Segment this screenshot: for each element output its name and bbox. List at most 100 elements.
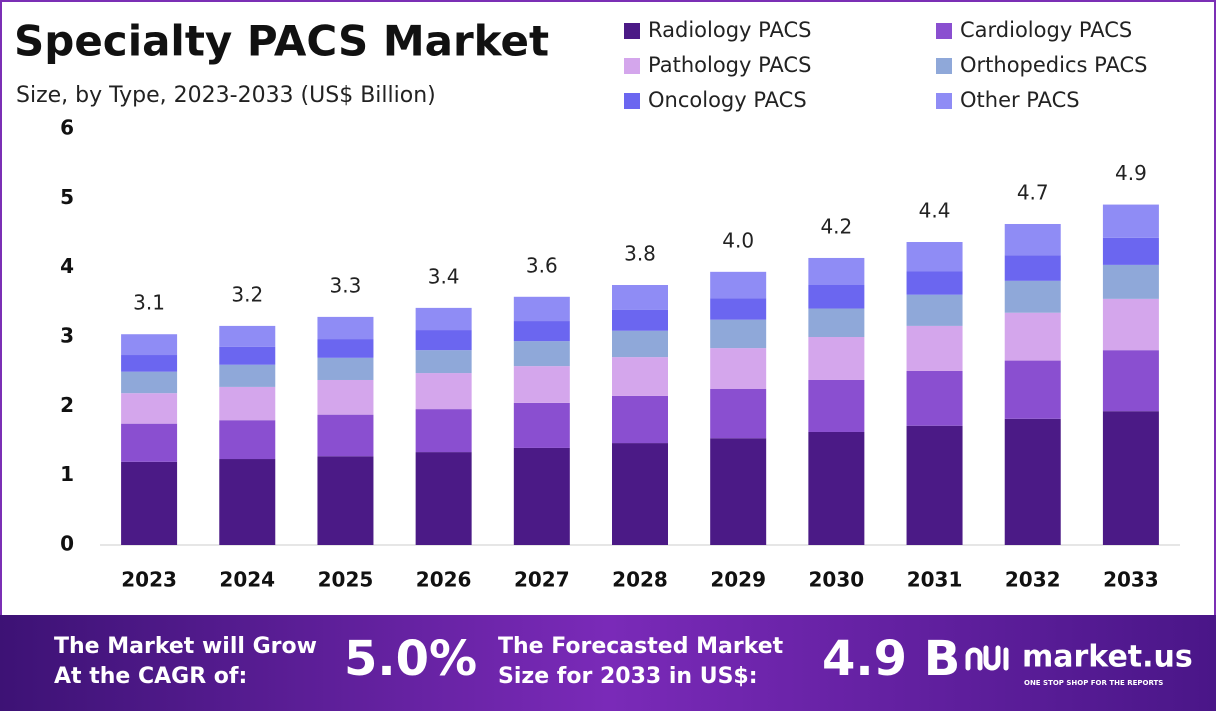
total-label: 3.3 xyxy=(330,273,362,297)
bar-segment xyxy=(415,452,472,545)
bar-segment xyxy=(415,373,472,410)
y-tick-label: 6 xyxy=(60,116,74,140)
bar-segment xyxy=(219,364,276,387)
total-label: 4.4 xyxy=(919,199,951,223)
logo-icon xyxy=(965,645,1009,671)
total-label: 3.8 xyxy=(624,242,656,266)
bar-segment xyxy=(415,330,472,351)
bar-segment xyxy=(906,271,963,295)
total-label: 3.2 xyxy=(231,282,263,306)
bar-segment xyxy=(710,389,767,439)
banner-text: At the CAGR of: xyxy=(54,664,247,689)
bar-segment xyxy=(710,438,767,545)
logo-icon xyxy=(965,647,983,671)
bar-segment xyxy=(808,337,865,380)
x-tick-label: 2024 xyxy=(219,568,275,592)
x-tick-label: 2033 xyxy=(1103,568,1159,592)
bar-segment xyxy=(121,423,178,462)
bar-segment xyxy=(612,395,668,444)
bar-segment xyxy=(317,414,374,457)
bar-segment xyxy=(219,325,276,347)
banner xyxy=(0,615,1216,711)
bar-segment xyxy=(906,325,963,371)
bar-segment xyxy=(513,402,570,448)
x-tick-label: 2023 xyxy=(121,568,177,592)
banner-text: The Market will Grow At the CAGR of: 5.0… xyxy=(54,631,1193,689)
legend-swatch xyxy=(936,23,952,39)
x-tick-label: 2032 xyxy=(1005,568,1061,592)
bar-segment xyxy=(1004,280,1061,313)
legend-swatch xyxy=(624,23,640,39)
bar-segment xyxy=(513,447,570,545)
x-tick-label: 2025 xyxy=(318,568,374,592)
total-label: 4.2 xyxy=(820,214,852,238)
banner-value: 4.9 B xyxy=(822,631,960,687)
bar-segment xyxy=(219,420,276,460)
x-tick-label: 2030 xyxy=(809,568,865,592)
legend-label: Radiology PACS xyxy=(648,18,811,42)
legend-swatch xyxy=(624,58,640,74)
total-label: 4.0 xyxy=(722,228,754,252)
bar-segment xyxy=(513,321,570,342)
y-tick-label: 5 xyxy=(60,185,74,209)
bar-segment xyxy=(906,370,963,426)
total-label: 4.7 xyxy=(1017,180,1049,204)
bar-segment xyxy=(513,341,570,367)
bar-segment xyxy=(415,409,472,453)
bar-segment xyxy=(219,459,276,545)
y-tick-label: 1 xyxy=(60,462,74,486)
bar-segment xyxy=(1004,255,1061,281)
logo-text: market.us xyxy=(1022,640,1193,675)
legend-label: Orthopedics PACS xyxy=(960,53,1147,77)
bar-segment xyxy=(1004,360,1061,419)
bar-segment xyxy=(612,443,668,545)
bar-segment xyxy=(317,456,374,545)
bar-segment xyxy=(317,357,374,380)
x-tick-label: 2028 xyxy=(612,568,668,592)
x-tick-label: 2031 xyxy=(907,568,963,592)
bar-segment xyxy=(1102,350,1159,412)
bar-segment xyxy=(317,379,374,415)
total-label: 3.1 xyxy=(133,291,165,315)
legend-swatch xyxy=(936,58,952,74)
x-tick-label: 2027 xyxy=(514,568,570,592)
bar-segment xyxy=(710,348,767,389)
bar-segment xyxy=(710,271,767,299)
bar-segment xyxy=(1102,411,1159,545)
bar-segment xyxy=(906,294,963,326)
bar-segment xyxy=(219,386,276,421)
bar-segment xyxy=(808,431,865,545)
bar-segment xyxy=(1102,298,1159,351)
bar-segment xyxy=(612,285,668,310)
bar-segment xyxy=(1102,204,1159,238)
legend-label: Cardiology PACS xyxy=(960,18,1132,42)
bar-segment xyxy=(513,366,570,403)
bar-segment xyxy=(906,425,963,545)
chart-title: Specialty PACS Market xyxy=(14,17,549,66)
bar-segment xyxy=(612,330,668,358)
chart-subtitle: Size, by Type, 2023-2033 (US$ Billion) xyxy=(16,83,436,108)
bar-segment xyxy=(121,393,178,424)
bar-segment xyxy=(808,308,865,337)
total-label: 3.4 xyxy=(428,264,460,288)
legend-label: Pathology PACS xyxy=(648,53,811,77)
bar-segment xyxy=(1004,312,1061,361)
bar-segment xyxy=(612,309,668,331)
bar-segment xyxy=(513,296,570,322)
y-tick-label: 0 xyxy=(60,532,74,556)
legend-swatch xyxy=(624,93,640,109)
y-tick-label: 2 xyxy=(60,393,74,417)
banner-text: Size for 2033 in US$: xyxy=(498,664,758,689)
bar-segment xyxy=(808,379,865,432)
bar-segment xyxy=(1102,237,1159,265)
banner-text: The Market will Grow xyxy=(54,634,317,659)
bar-segment xyxy=(1004,223,1061,256)
bar-segment xyxy=(612,357,668,396)
bar-segment xyxy=(1004,418,1061,545)
x-tick-label: 2026 xyxy=(416,568,472,592)
banner-value: 5.0% xyxy=(344,631,477,687)
bar-segment xyxy=(808,257,865,285)
legend-label: Other PACS xyxy=(960,88,1080,112)
logo-tagline: ONE STOP SHOP FOR THE REPORTS xyxy=(1024,679,1163,687)
